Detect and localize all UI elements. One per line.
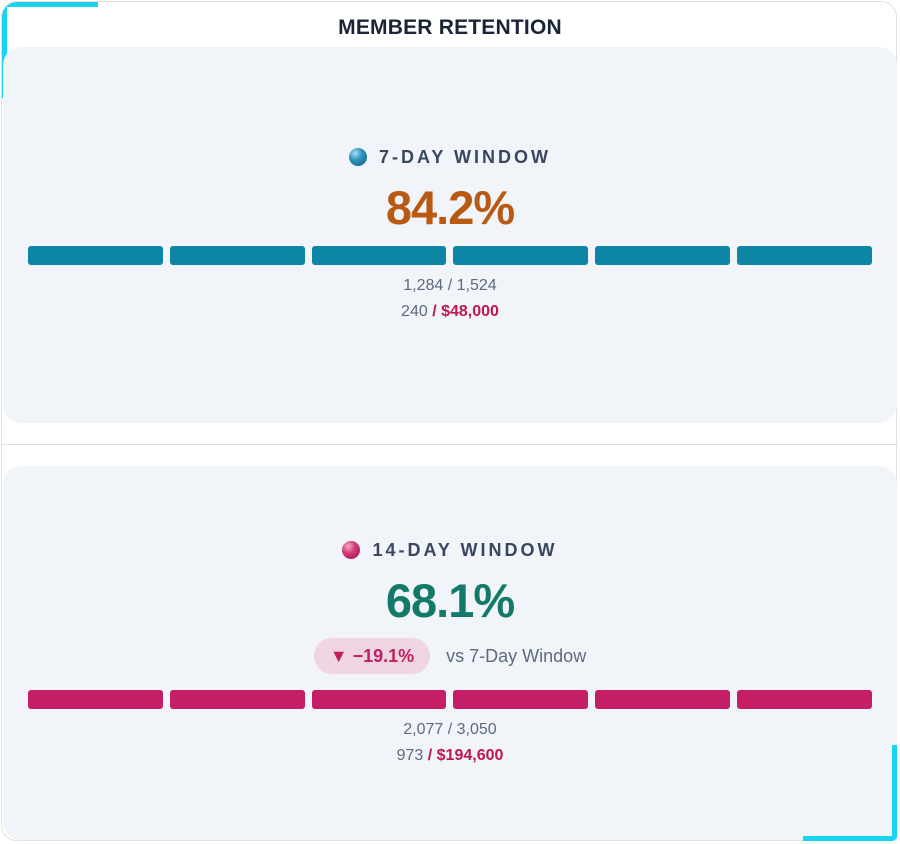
progress-segment [737,690,872,709]
progress-segment [453,246,589,265]
progress-segment [169,690,305,709]
fourteen-day-lost-count: 973 [396,747,424,764]
fourteen-day-counts: 2,077 / 3,050 [403,721,497,738]
fourteen-day-lost: 973 / $194,600 [3,747,897,765]
corner-accent-top-left [2,2,98,7]
seven-day-progress-bar [28,246,872,265]
progress-segment [311,690,447,709]
progress-segment [595,690,731,709]
seven-day-lost-amount: / $48,000 [432,303,499,320]
blue-dot-icon [348,148,367,166]
corner-accent-bottom-right-vertical [892,745,897,841]
fourteen-day-panel: 14-DAY WINDOW 68.1% ▼ −19.1% vs 7-Day Wi… [3,466,897,840]
seven-day-panel: 7-DAY WINDOW 84.2% 1,284 / 1,524 240 / $… [3,47,897,423]
fourteen-day-label: 14-DAY WINDOW [372,540,558,560]
seven-day-value: 84.2% [385,181,515,234]
delta-row: ▼ −19.1% vs 7-Day Window [3,638,897,674]
seven-day-label: 7-DAY WINDOW [378,147,551,167]
progress-segment [453,690,589,709]
delta-badge: ▼ −19.1% [313,638,431,674]
progress-segment [169,246,305,265]
section-divider [2,444,898,445]
progress-segment [28,246,163,265]
fourteen-day-lost-amount: / $194,600 [427,747,504,764]
corner-accent-bottom-right [803,836,897,841]
seven-day-label-row: 7-DAY WINDOW [3,147,897,168]
fourteen-day-value: 68.1% [385,574,515,627]
seven-day-lost: 240 / $48,000 [3,303,897,321]
progress-segment [28,690,163,709]
fourteen-day-label-row: 14-DAY WINDOW [3,540,897,561]
seven-day-lost-count: 240 [401,303,428,320]
seven-day-counts: 1,284 / 1,524 [403,277,497,294]
progress-segment [737,246,872,265]
progress-segment [595,246,731,265]
corner-accent-top-left-vertical [2,2,7,98]
fourteen-day-progress-bar [28,690,872,709]
pink-dot-icon [342,541,361,559]
delta-caption: vs 7-Day Window [446,645,587,666]
progress-segment [311,246,447,265]
card-title: MEMBER RETENTION [338,16,562,39]
